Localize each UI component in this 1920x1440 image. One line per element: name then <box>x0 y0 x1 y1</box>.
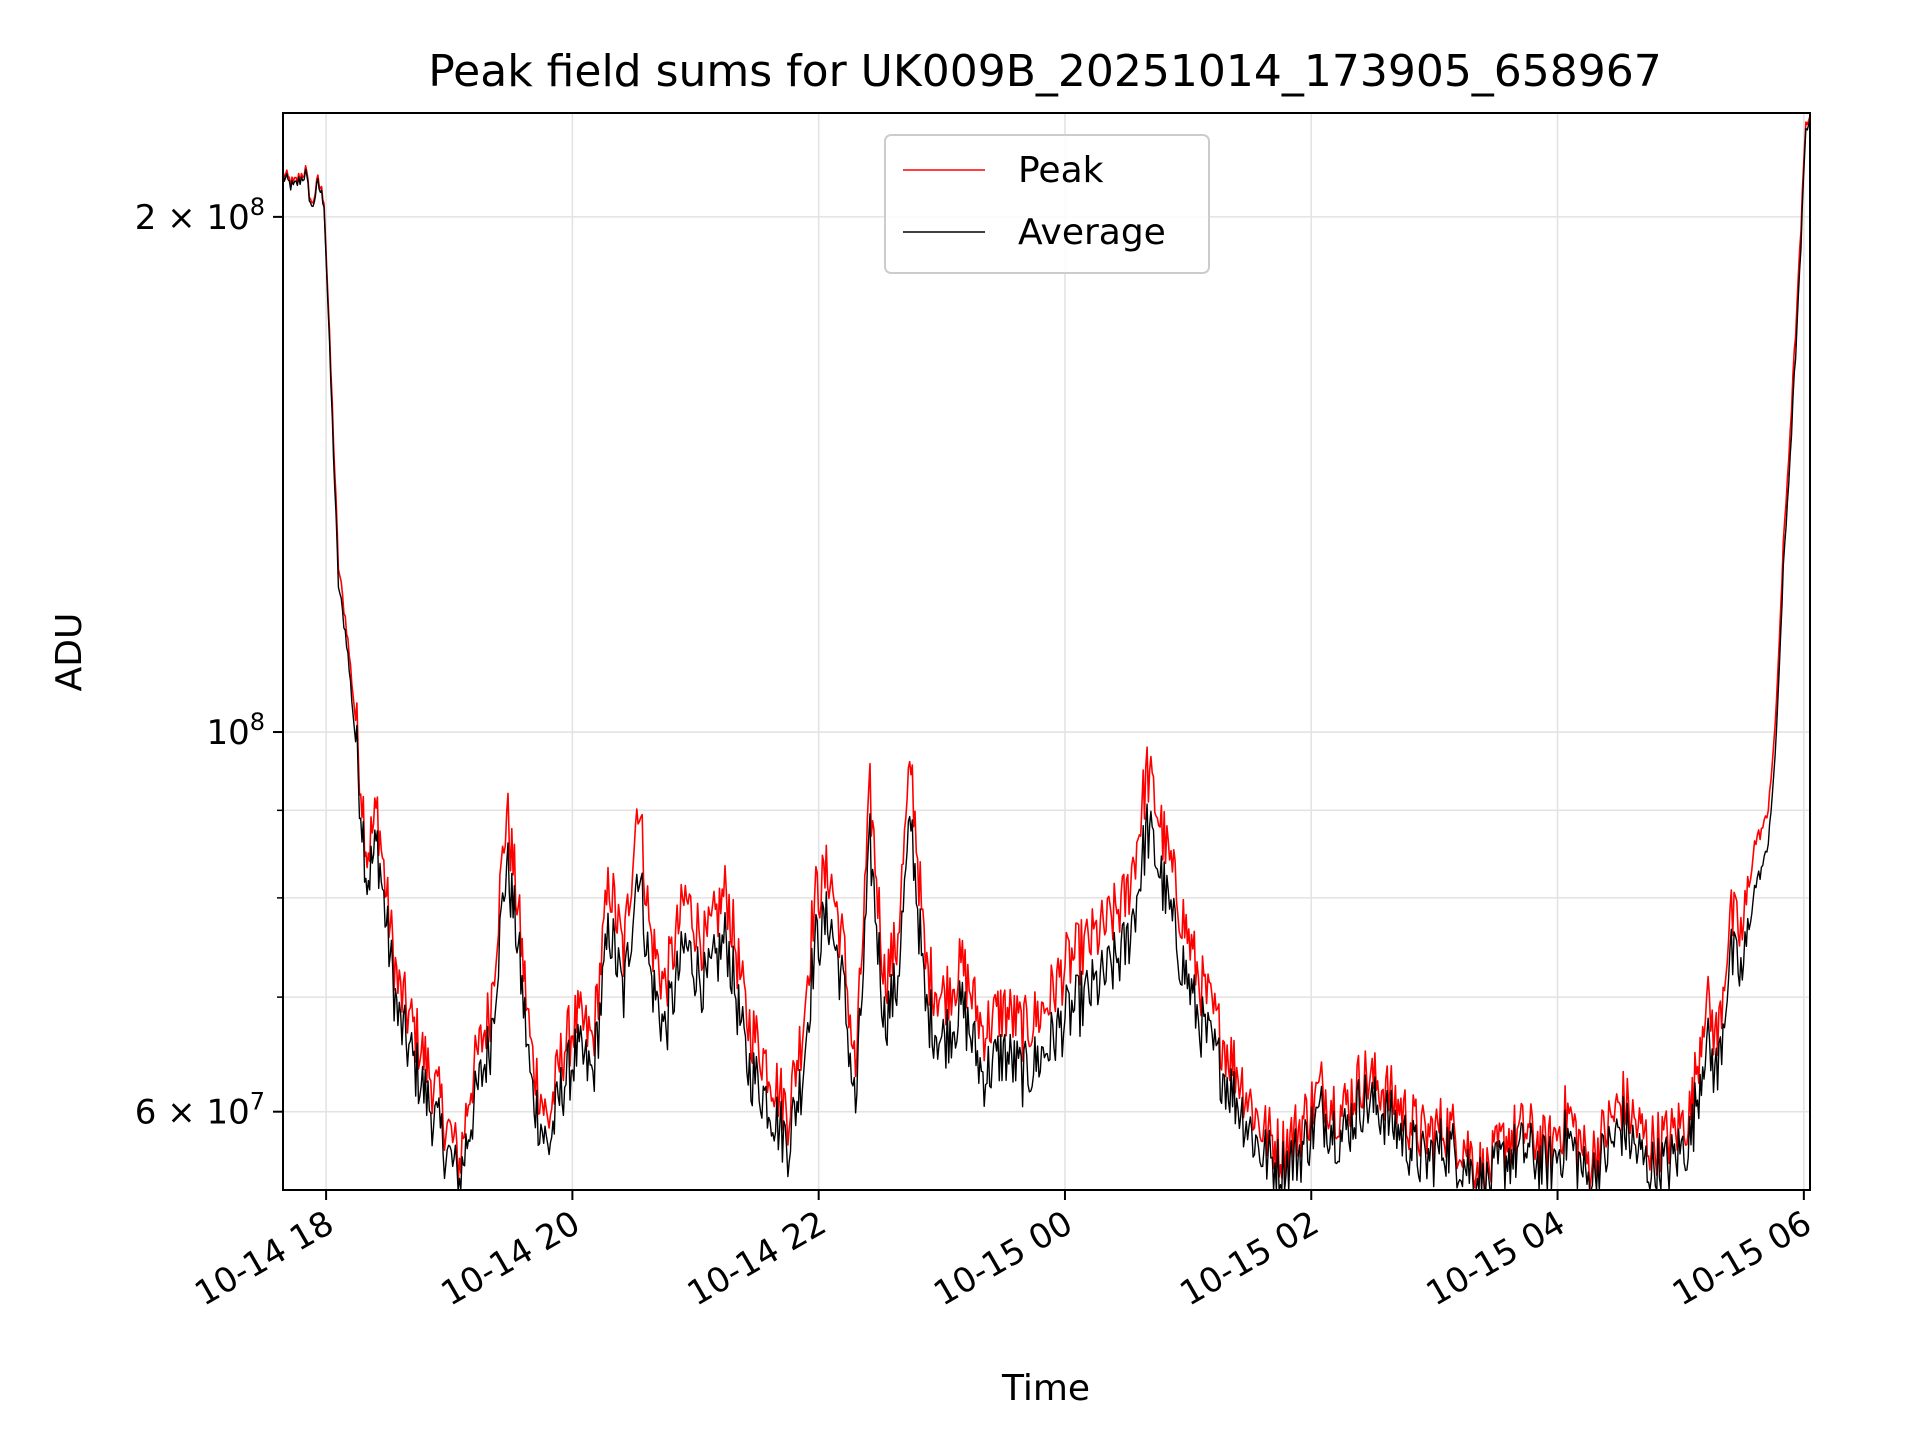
y-axis: 6 × 107 108 2 × 108 <box>135 193 283 1133</box>
legend-label-peak: Peak <box>1018 150 1104 191</box>
y-tick-label: 108 <box>206 708 265 753</box>
series-line-average <box>282 119 1811 1191</box>
y-tick-label: 6 × 107 <box>135 1088 265 1133</box>
legend-label-average: Average <box>1018 212 1166 253</box>
y-tick-label: 2 × 108 <box>135 193 265 238</box>
series-line-peak <box>282 115 1811 1191</box>
chart-title: Peak field sums for UK009B_20251014_1739… <box>428 46 1662 97</box>
grid <box>283 113 1810 1190</box>
series-layer <box>282 115 1811 1191</box>
y-axis-title: ADU <box>49 613 90 692</box>
plot-frame <box>282 112 1811 1191</box>
x-axis-title: Time <box>1001 1368 1090 1409</box>
legend: Peak Average <box>884 134 1210 274</box>
